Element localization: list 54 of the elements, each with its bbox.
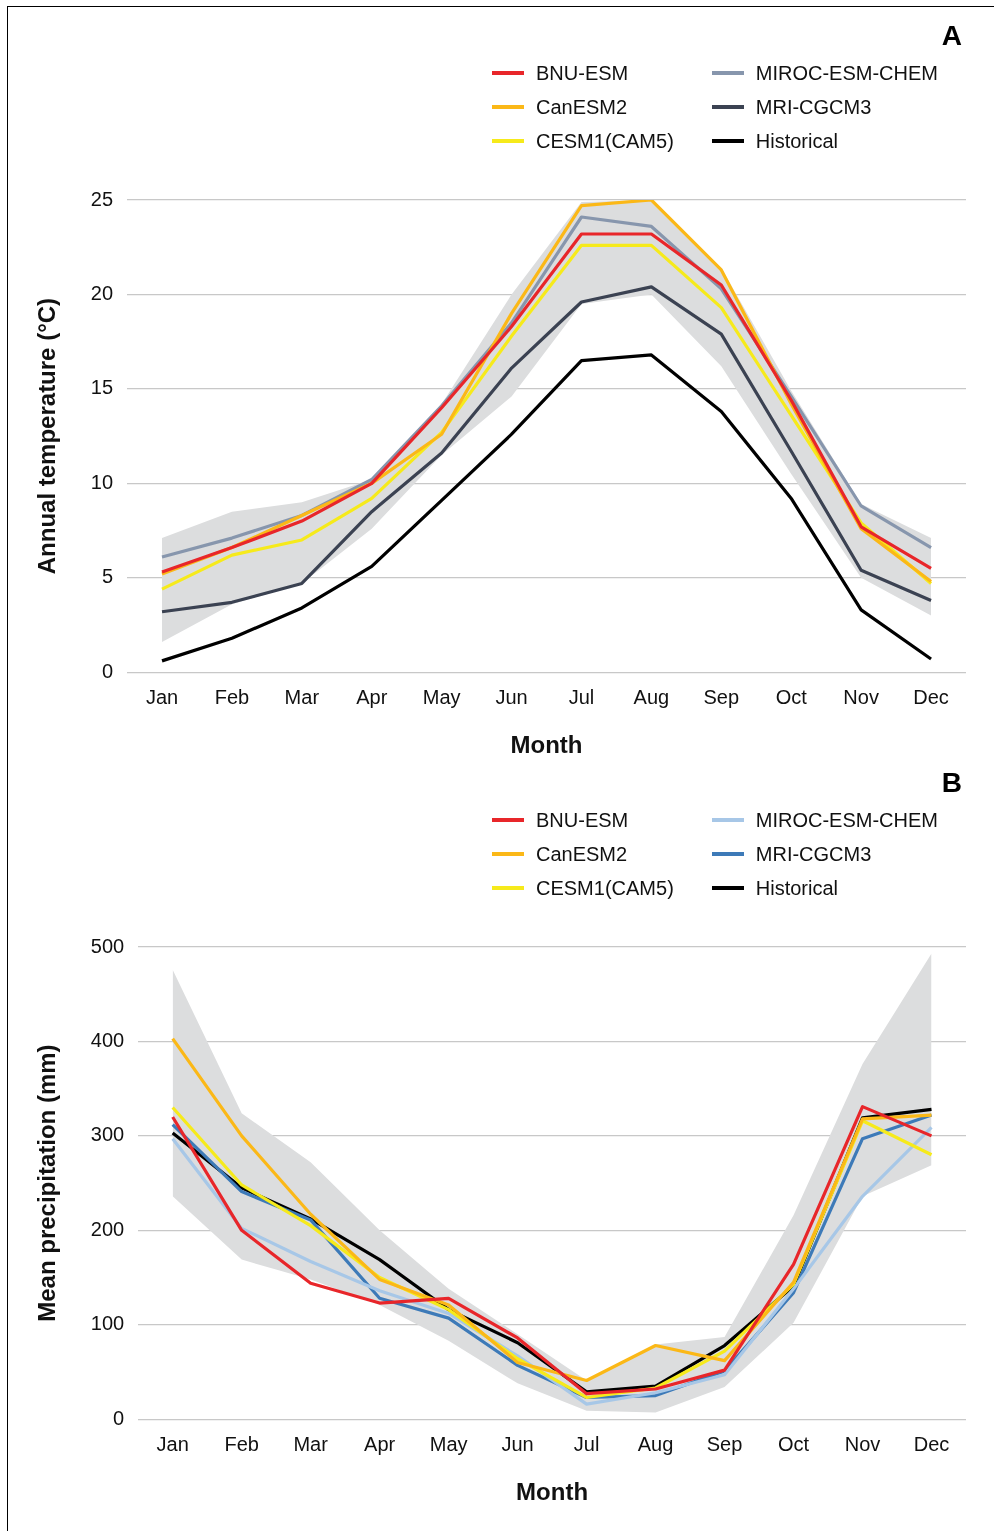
legend-label: MRI-CGCM3 [755,842,872,866]
chart-title: A [941,20,962,52]
x-tick-label: Oct [777,1432,810,1455]
x-tick-label: Jun [501,1432,534,1455]
y-axis-title: Mean precipitation (mm) [33,1044,61,1322]
y-tick-label: 200 [90,1217,125,1240]
x-tick-label: Sep [706,1432,743,1455]
y-axis-title: Annual temperature (°C) [33,297,61,575]
x-tick-label: Nov [844,1432,881,1455]
x-tick-label: Apr [364,1432,396,1455]
x-axis-title: Month [516,1478,589,1506]
y-tick-label: 5 [101,565,114,588]
legend-label: MIROC-ESM-CHEM [755,61,939,85]
x-tick-label: Jul [573,1432,600,1455]
x-tick-label: Feb [214,685,250,708]
x-tick-label: Jan [156,1432,189,1455]
x-tick-label: Mar [293,1432,329,1455]
y-tick-label: 100 [90,1312,125,1335]
y-tick-label: 500 [90,934,125,957]
x-tick-label: Mar [284,685,320,708]
x-tick-label: Sep [703,685,740,708]
legend-label: BNU-ESM [536,61,629,85]
y-tick-label: 15 [90,376,114,399]
legend-label: CESM1(CAM5) [536,129,674,153]
y-tick-label: 300 [90,1123,125,1146]
x-axis-title: Month [510,731,583,759]
x-tick-label: Jul [568,685,595,708]
legend-label: CanESM2 [536,842,628,866]
x-tick-label: May [429,1432,468,1455]
x-tick-label: Dec [913,1432,950,1455]
legend-label: MIROC-ESM-CHEM [755,808,939,832]
legend-label: MRI-CGCM3 [755,95,872,119]
y-tick-label: 20 [90,281,114,304]
x-tick-label: Apr [356,685,388,708]
x-tick-label: Aug [633,685,670,708]
x-tick-label: Feb [224,1432,259,1455]
x-tick-label: Aug [637,1432,674,1455]
legend-label: CESM1(CAM5) [536,876,674,900]
x-tick-label: Jun [495,685,528,708]
y-tick-label: 0 [113,1406,125,1429]
x-tick-label: Dec [913,685,949,708]
y-tick-label: 25 [90,187,114,210]
x-tick-label: Oct [775,685,808,708]
chart-title: B [941,767,962,799]
y-tick-label: 0 [101,659,114,682]
x-tick-label: May [422,685,461,708]
y-tick-label: 400 [90,1028,125,1051]
legend-label: CanESM2 [536,95,628,119]
x-tick-label: Jan [145,685,179,708]
y-tick-label: 10 [90,470,114,493]
legend-label: Historical [755,129,839,153]
x-tick-label: Nov [843,685,879,708]
legend-label: BNU-ESM [536,808,629,832]
legend-label: Historical [755,876,839,900]
